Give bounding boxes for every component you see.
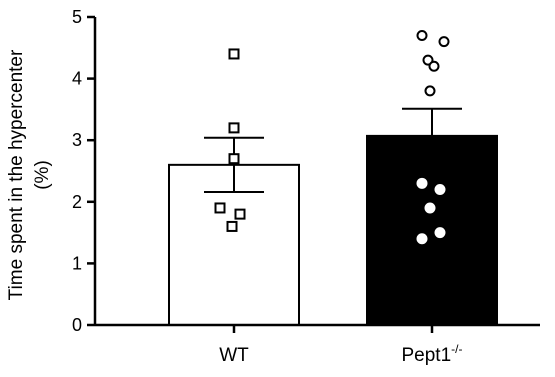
x-tick-label-text: Pept1 [402, 345, 452, 366]
data-point-pept1 [438, 36, 450, 48]
data-point-wt [234, 208, 246, 220]
data-point-pept1 [434, 183, 446, 195]
x-tick-label-pept1: Pept1-/- [402, 342, 463, 366]
data-point-wt [228, 122, 240, 134]
data-point-wt [228, 153, 240, 165]
data-point-pept1 [416, 177, 428, 189]
bar-pept1 [366, 134, 498, 326]
x-tick-label-text: WT [219, 345, 249, 366]
data-point-pept1 [416, 233, 428, 245]
x-tick-labels: WT Pept1-/- [219, 342, 462, 366]
data-point-wt [214, 202, 226, 214]
axes [93, 17, 540, 333]
y-axis-label: Time spent in the hypercenter (%) [6, 49, 53, 300]
y-tick-label: 5 [72, 7, 82, 27]
x-tick-label-superscript: -/- [451, 342, 462, 356]
y-tick-label: 2 [72, 192, 82, 212]
y-axis-label-line1: Time spent in the hypercenter [6, 49, 27, 300]
data-point-pept1 [434, 227, 446, 239]
y-ticks: 0 1 2 3 4 5 [72, 7, 95, 335]
x-tick-label-wt: WT [219, 345, 249, 366]
y-tick-label: 4 [72, 69, 82, 89]
error-bar-pept1 [402, 107, 462, 136]
y-tick-label: 1 [72, 253, 82, 273]
data-point-pept1 [428, 60, 440, 72]
data-point-pept1 [424, 202, 436, 214]
data-point-wt [228, 48, 240, 60]
y-tick-label: 0 [72, 315, 82, 335]
y-axis-label-line2: (%) [32, 160, 53, 190]
data-point-pept1 [424, 85, 436, 97]
y-tick-label: 3 [72, 130, 82, 150]
data-point-pept1 [416, 29, 428, 41]
bars [168, 134, 498, 326]
data-point-wt [226, 220, 238, 232]
data-points [214, 29, 450, 245]
